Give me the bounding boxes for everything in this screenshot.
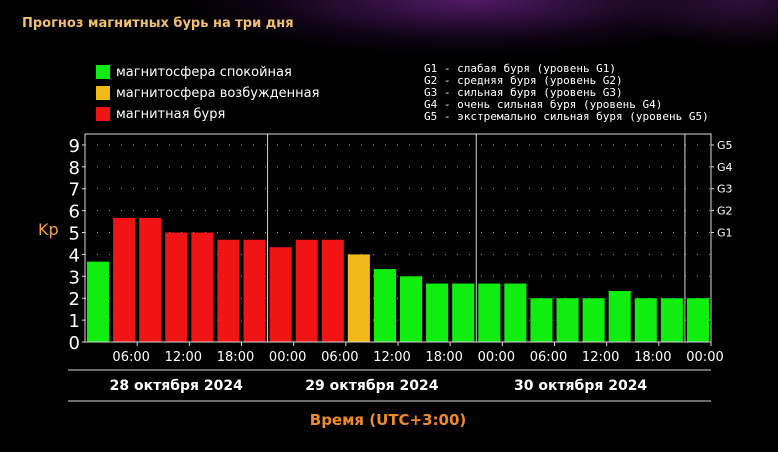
y-tick-label: 2: [69, 289, 80, 310]
storm-level-tick-label: G5: [717, 139, 733, 152]
x-tick-label: 18:00: [217, 350, 254, 365]
kp-bar: [295, 239, 318, 342]
kp-bar: [686, 298, 709, 342]
legend-swatch-calm: [96, 65, 110, 79]
x-tick-label: 00:00: [478, 350, 515, 365]
kp-bar: [269, 247, 292, 342]
y-tick-label: 0: [69, 333, 80, 354]
storm-scale-item: G3 - сильная буря (уровень G3): [424, 86, 623, 99]
legend: магнитосфера спокойная магнитосфера возб…: [96, 62, 319, 125]
storm-scale-item: G2 - средняя буря (уровень G2): [424, 74, 623, 87]
grid: [85, 134, 711, 342]
day-label: 29 октября 2024: [305, 378, 438, 394]
y-tick-label: 1: [69, 311, 80, 332]
kp-bar: [321, 239, 344, 342]
background-glow: [0, 0, 778, 60]
kp-bar: [217, 239, 240, 342]
x-tick-label: 18:00: [634, 350, 671, 365]
legend-item-storm: магнитная буря: [96, 104, 319, 124]
kp-bar: [139, 217, 162, 342]
day-label: 30 октября 2024: [514, 378, 647, 394]
kp-bar: [530, 298, 553, 342]
kp-bar: [191, 232, 214, 342]
kp-bar: [243, 239, 266, 342]
x-tick-label: 12:00: [582, 350, 619, 365]
kp-bar: [373, 269, 396, 342]
kp-bar: [347, 254, 370, 342]
x-tick-label: 06:00: [112, 350, 149, 365]
bars: [87, 217, 709, 342]
storm-level-tick-label: G3: [717, 183, 733, 196]
kp-bar: [634, 298, 657, 342]
x-axis-label: Время (UTC+3:00): [310, 411, 466, 429]
x-tick-label: 06:00: [321, 350, 358, 365]
kp-bar: [165, 232, 188, 342]
kp-bar: [426, 283, 449, 342]
axes: [68, 133, 714, 402]
y-tick-label: 6: [69, 202, 80, 223]
x-tick-label: 12:00: [165, 350, 202, 365]
y-tick-label: 7: [69, 180, 80, 201]
x-tick-label: 06:00: [530, 350, 567, 365]
storm-scale-item: G1 - слабая буря (уровень G1): [424, 62, 617, 75]
legend-item-calm: магнитосфера спокойная: [96, 62, 319, 82]
y-tick-label: 4: [69, 245, 80, 266]
kp-bar: [400, 276, 423, 342]
day-label: 28 октября 2024: [110, 378, 243, 394]
kp-bar: [582, 298, 605, 342]
legend-swatch-excited: [96, 86, 110, 100]
storm-level-tick-label: G1: [717, 227, 733, 240]
storm-level-tick-label: G2: [717, 205, 733, 218]
storm-level-tick-label: G4: [717, 161, 733, 174]
kp-bar: [504, 283, 527, 342]
kp-bar: [478, 283, 501, 342]
x-tick-label: 00:00: [269, 350, 306, 365]
legend-label: магнитная буря: [116, 106, 226, 122]
y-tick-label: 8: [69, 158, 80, 179]
y-tick-label: 5: [69, 224, 80, 245]
kp-bar: [87, 261, 110, 342]
legend-swatch-storm: [96, 107, 110, 121]
kp-bar: [608, 290, 631, 342]
storm-scale-item: G4 - очень сильная буря (уровень G4): [424, 98, 663, 111]
legend-item-excited: магнитосфера возбужденная: [96, 83, 319, 103]
x-tick-label: 00:00: [686, 350, 723, 365]
y-axis-label: Kp: [38, 220, 59, 239]
y-tick-label: 3: [69, 267, 80, 288]
page-title: Прогноз магнитных бурь на три дня: [22, 16, 294, 31]
x-tick-label: 18:00: [425, 350, 462, 365]
storm-scale-legend: G1 - слабая буря (уровень G1) G2 - средн…: [424, 63, 709, 123]
kp-bar: [556, 298, 579, 342]
legend-label: магнитосфера спокойная: [116, 64, 292, 80]
legend-label: магнитосфера возбужденная: [116, 85, 320, 101]
y-tick-label: 9: [69, 136, 80, 157]
x-tick-label: 12:00: [373, 350, 410, 365]
kp-bar: [660, 298, 683, 342]
kp-bar: [113, 217, 136, 342]
storm-scale-item: G5 - экстремально сильная буря (уровень …: [424, 110, 709, 123]
kp-bar: [452, 283, 475, 342]
